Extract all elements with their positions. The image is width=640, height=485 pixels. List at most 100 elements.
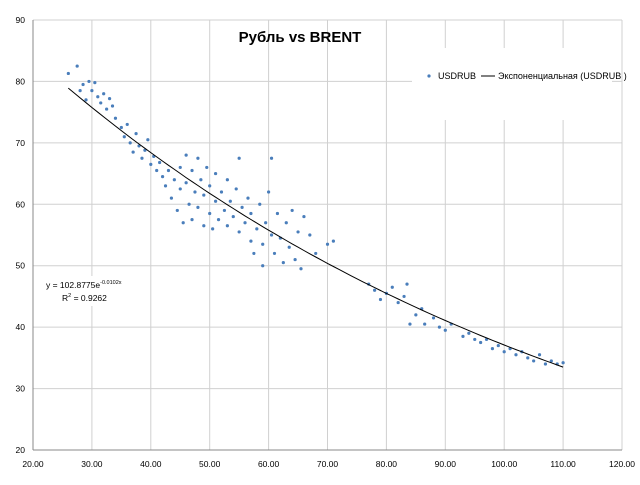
data-point <box>269 233 274 237</box>
data-point <box>284 221 288 225</box>
data-point <box>467 331 471 335</box>
data-point <box>87 79 91 84</box>
data-point <box>261 242 265 246</box>
data-point <box>163 184 168 188</box>
data-point <box>414 313 418 317</box>
x-tick-label: 70.00 <box>317 459 339 469</box>
data-point <box>537 353 542 357</box>
gridlines <box>32 19 623 451</box>
data-point <box>281 261 285 265</box>
data-point <box>293 257 297 262</box>
data-point <box>146 138 150 142</box>
legend: USDRUB Экспоненциальная (USDRUB ) <box>427 71 627 81</box>
data-point <box>378 297 383 302</box>
data-point <box>431 316 436 320</box>
data-point <box>325 242 330 246</box>
data-point <box>196 205 200 209</box>
data-point <box>228 199 232 203</box>
data-point <box>243 221 247 225</box>
data-point <box>199 178 203 182</box>
data-point <box>249 211 253 216</box>
data-point <box>208 211 212 216</box>
data-point <box>296 230 300 234</box>
y-tick-label: 60 <box>16 199 26 209</box>
y-tick-label: 70 <box>16 138 26 148</box>
data-point <box>131 150 135 154</box>
x-tick-label: 20.00 <box>22 459 44 469</box>
data-point <box>314 251 318 256</box>
y-axis-ticks: 20 30 40 50 60 70 80 90 <box>16 15 26 455</box>
data-point <box>184 181 188 185</box>
data-point <box>190 218 194 222</box>
x-tick-label: 100.00 <box>491 459 517 469</box>
y-tick-label: 50 <box>16 261 26 271</box>
data-point <box>405 282 409 286</box>
data-point <box>287 245 291 249</box>
chart-title: Рубль vs BRENT <box>239 29 362 46</box>
x-axis-ticks: 20.00 30.00 40.00 50.00 60.00 70.00 80.00 90.00… <box>22 459 635 469</box>
data-point <box>373 288 377 292</box>
data-point <box>473 337 477 342</box>
data-point <box>408 322 412 326</box>
data-point <box>526 356 530 360</box>
data-points <box>66 64 565 366</box>
data-point <box>75 64 79 68</box>
legend-label-trend: Экспоненциальная (USDRUB ) <box>498 71 627 81</box>
data-point <box>184 153 188 157</box>
x-tick-label: 30.00 <box>81 459 103 469</box>
legend-box <box>412 48 612 120</box>
data-point <box>275 211 280 216</box>
data-point <box>461 334 465 338</box>
data-point <box>264 221 268 225</box>
data-point <box>175 208 179 213</box>
data-point <box>255 227 259 231</box>
data-point <box>561 361 565 365</box>
data-point <box>208 184 212 188</box>
data-point <box>178 187 182 191</box>
x-tick-label: 90.00 <box>435 459 457 469</box>
data-point <box>202 224 206 228</box>
data-point <box>402 294 406 299</box>
data-point <box>202 193 206 197</box>
legend-label-usdrub: USDRUB <box>438 71 476 81</box>
data-point <box>66 71 70 76</box>
data-point <box>261 264 265 268</box>
data-point <box>490 347 495 351</box>
data-point <box>396 300 400 305</box>
data-point <box>308 233 312 237</box>
data-point <box>105 107 109 111</box>
data-point <box>252 251 256 256</box>
trend-equation: y = 102.8775e-0.0102x <box>46 280 122 290</box>
data-point <box>128 141 132 145</box>
data-point <box>125 122 129 127</box>
data-point <box>258 202 262 206</box>
data-point <box>190 168 194 173</box>
data-point <box>240 205 244 209</box>
x-tick-label: 60.00 <box>258 459 280 469</box>
y-tick-label: 20 <box>16 445 26 455</box>
equation-box <box>40 276 122 306</box>
data-point <box>496 343 500 348</box>
x-tick-label: 120.00 <box>609 459 635 469</box>
data-point <box>225 224 229 228</box>
data-point <box>187 202 191 206</box>
data-point <box>423 322 427 326</box>
data-point <box>234 187 238 191</box>
data-point <box>231 214 235 219</box>
data-point <box>169 196 174 200</box>
x-tick-label: 50.00 <box>199 459 221 469</box>
data-point <box>290 208 294 213</box>
data-point <box>178 165 182 170</box>
data-point <box>443 328 447 332</box>
data-point <box>166 168 171 173</box>
data-point <box>149 162 153 166</box>
data-point <box>302 214 306 219</box>
data-point <box>99 101 103 105</box>
data-point <box>155 168 159 173</box>
data-point <box>93 81 97 85</box>
data-point <box>172 178 176 182</box>
data-point <box>225 178 229 182</box>
data-point <box>502 350 506 354</box>
